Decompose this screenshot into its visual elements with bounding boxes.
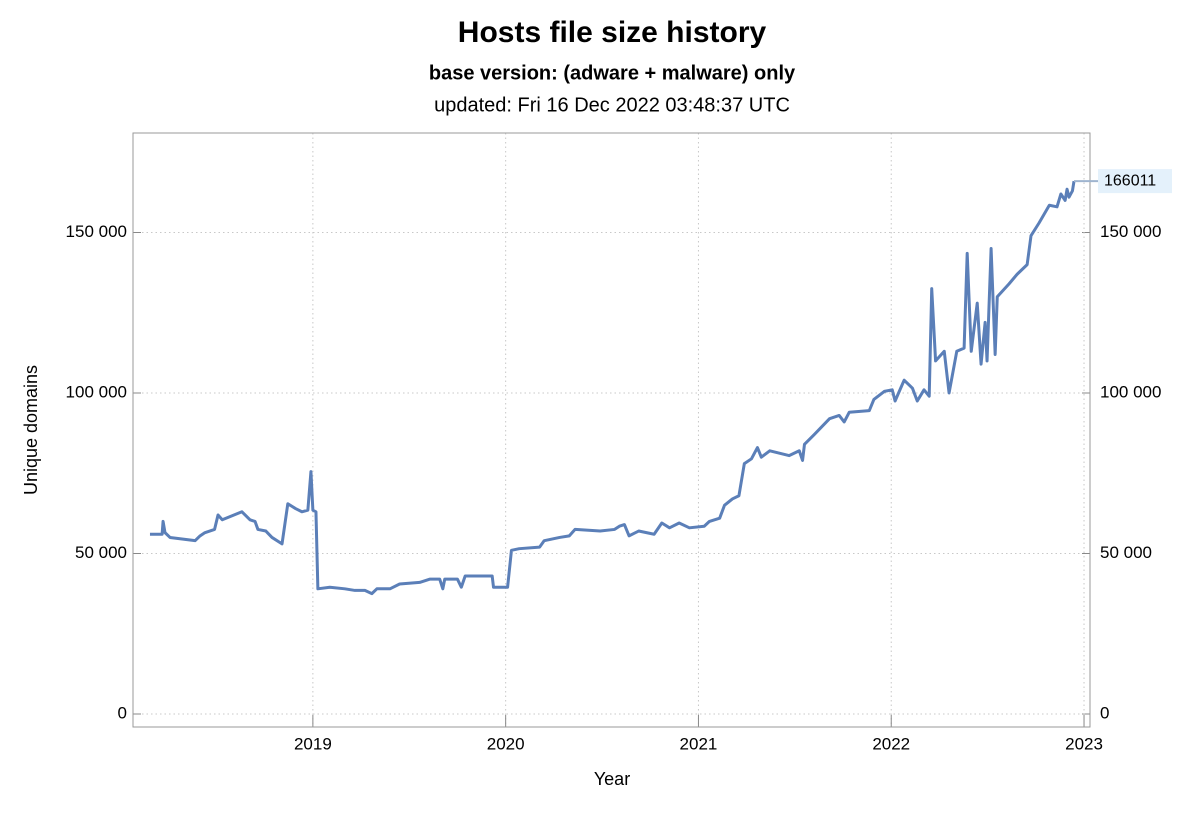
y2-tick-label: 150 000 xyxy=(1100,222,1161,241)
end-label-box xyxy=(1098,169,1172,194)
x-tick-label: 2022 xyxy=(872,734,910,753)
x-tick-label: 2020 xyxy=(487,734,525,753)
x-tick-label: 2023 xyxy=(1065,734,1103,753)
update-note: updated: Fri 16 Dec 2022 03:48:37 UTC xyxy=(434,94,790,116)
y2-tick-label: 100 000 xyxy=(1100,382,1161,401)
y2-tick-label: 0 xyxy=(1100,703,1109,722)
plot-frame xyxy=(132,132,1091,728)
y-tick-label: 100 000 xyxy=(66,382,127,401)
x-tick-label: 2021 xyxy=(680,734,718,753)
y-tick-label: 0 xyxy=(118,703,127,722)
chart-subtitle: base version: (adware + malware) only xyxy=(429,62,796,84)
x-tick-label: 2019 xyxy=(294,734,332,753)
y-axis-label: Unique domains xyxy=(21,365,41,495)
data-line xyxy=(149,180,1076,596)
x-axis-label: Year xyxy=(594,769,630,789)
chart-title: Hosts file size history xyxy=(458,16,767,49)
y-tick-label: 150 000 xyxy=(66,222,127,241)
end-value-label: 166011 xyxy=(1104,172,1156,189)
y-tick-label: 50 000 xyxy=(75,543,127,562)
y2-tick-label: 50 000 xyxy=(1100,543,1152,562)
